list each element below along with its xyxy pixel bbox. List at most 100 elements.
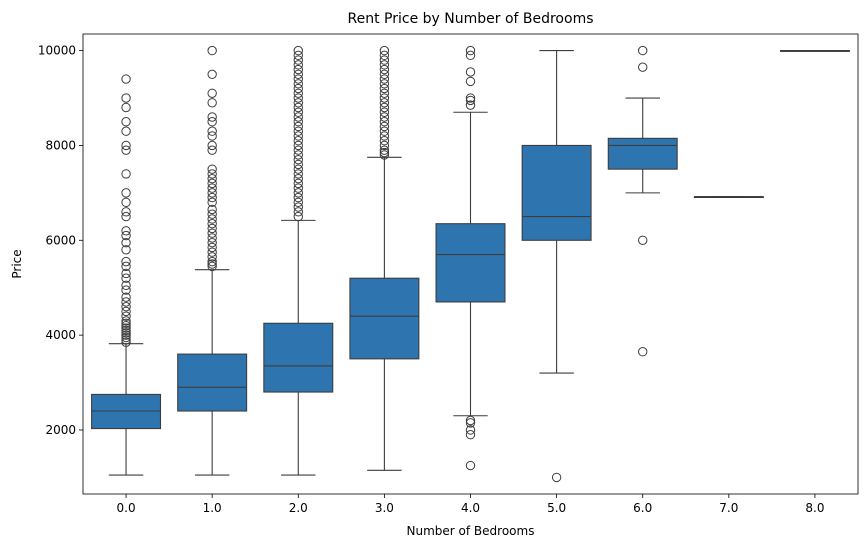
outlier-point [293,55,303,65]
outlier-point [121,311,131,321]
outlier-point [293,183,303,193]
outlier-point [293,74,303,84]
outlier-point [121,169,131,179]
outlier-point [207,237,217,248]
box [349,277,420,360]
box-group-0.0 [91,74,162,476]
outlier-point [121,197,131,208]
outlier-point [293,93,303,103]
outlier-point [379,140,390,151]
outlier-point [121,306,131,317]
outlier-point [293,169,303,179]
outlier-point [293,98,303,108]
box-group-4.0 [435,45,506,471]
outlier-point [293,173,303,184]
outlier-point [207,228,217,238]
outlier-point [293,102,303,113]
outlier-point [638,347,648,357]
y-axis: 2000 4000 6000 8000 10000 [38,44,83,437]
outlier-point [293,207,303,217]
outlier-point [379,64,390,75]
outlier-point [121,207,131,217]
outlier-point [293,45,303,56]
outlier-point [293,178,303,189]
outlier-point [465,418,476,428]
outlier-point [207,98,217,108]
box-group-7.0 [693,196,764,199]
outlier-point [293,188,303,198]
outlier-point [121,320,131,331]
outlier-point [465,425,476,435]
box [521,144,592,241]
outlier-point [121,211,131,222]
outlier-point [465,67,476,77]
outlier-point [379,117,390,127]
outlier-point [551,472,562,483]
box-group-2.0 [263,45,334,476]
outlier-point [121,335,131,345]
outlier-point [379,107,390,117]
outlier-point [465,45,476,56]
outlier-point [121,93,131,103]
outlier-point [121,330,131,340]
outlier-point [207,173,217,184]
outlier-point [207,131,217,141]
outlier-point [121,316,131,326]
box-group-8.0 [779,50,850,52]
outlier-point [293,69,303,80]
outlier-point [121,256,131,267]
y-tick-label: 8000 [45,138,76,152]
outlier-point [207,223,217,234]
outlier-point [207,178,217,189]
outlier-point [465,460,476,471]
x-tick-label: 1.0 [203,501,222,515]
outlier-point [293,60,303,70]
x-tick-label: 8.0 [805,501,824,515]
outlier-point [121,74,131,84]
outlier-point [293,145,303,155]
outlier-point [379,121,390,132]
outlier-point [379,83,390,94]
outlier-point [293,197,303,208]
box [177,353,248,412]
outlier-point [121,297,131,307]
outlier-point [379,69,390,80]
y-tick-label: 6000 [45,233,76,247]
outlier-point [121,332,131,343]
outlier-point [379,147,390,158]
outlier-point [207,256,217,267]
outlier-point [465,76,476,87]
outlier-point [207,169,217,179]
box-group-3.0 [349,45,420,471]
x-tick-label: 0.0 [117,501,136,515]
outlier-point [465,93,476,103]
outlier-point [207,45,217,56]
outlier-point [379,98,390,108]
outlier-point [207,259,217,269]
outlier-point [121,285,131,295]
outlier-point [121,328,131,338]
outlier-point [293,121,303,132]
outlier-point [207,117,217,127]
outlier-point [207,126,217,136]
outlier-point [207,88,217,98]
outlier-point [465,415,476,426]
x-axis: 0.0 1.0 2.0 3.0 4.0 5.0 6.0 7.0 8.0 [117,494,824,515]
outlier-point [207,197,217,208]
outlier-point [465,430,476,440]
outlier-point [207,204,217,215]
outlier-point [293,50,303,61]
x-tick-label: 4.0 [461,501,480,515]
x-tick-label: 7.0 [719,501,738,515]
outlier-point [207,214,217,224]
outlier-point [293,211,303,222]
outlier-point [121,273,131,283]
box-group-6.0 [607,45,678,357]
box-group-5.0 [521,50,592,483]
outlier-point [293,88,303,98]
outlier-point [293,159,303,170]
outlier-point [121,245,131,255]
outlier-point [121,301,131,312]
outlier-point [121,145,131,155]
outlier-point [379,150,390,160]
